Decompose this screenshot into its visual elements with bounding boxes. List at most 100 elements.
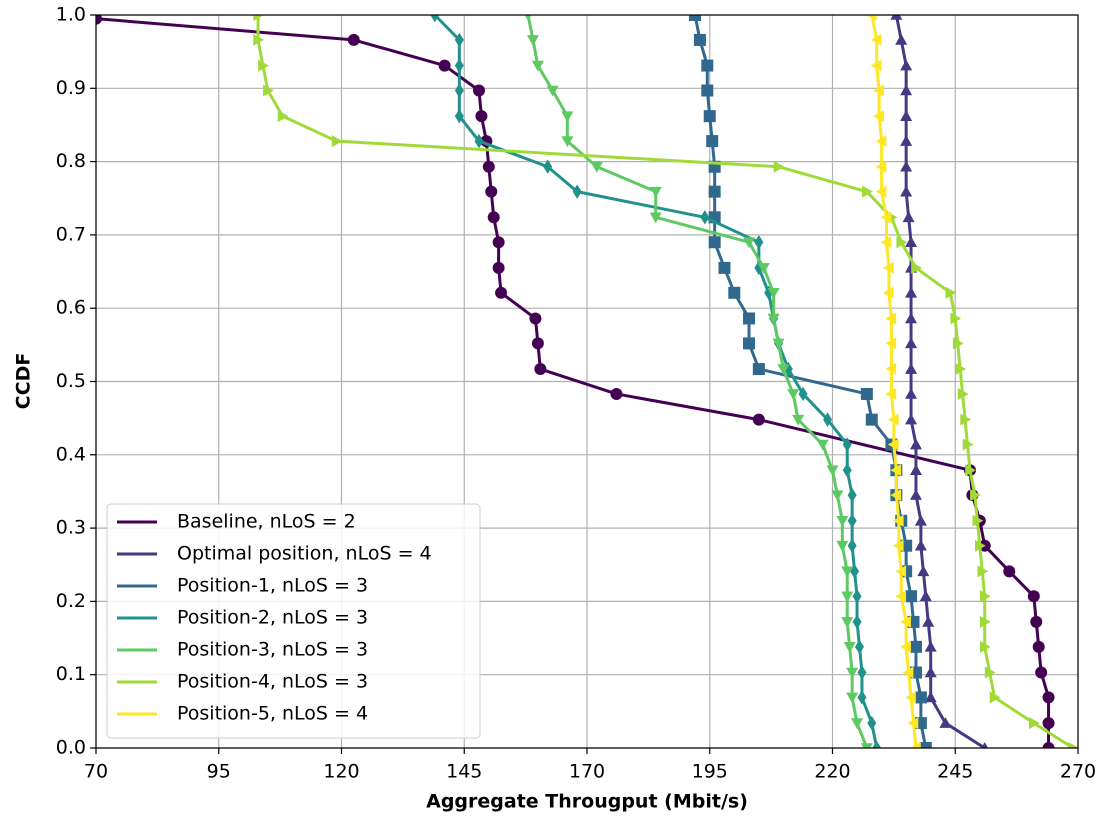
- marker: [860, 743, 873, 748]
- marker: [474, 133, 484, 149]
- marker: [743, 312, 756, 325]
- y-tick-label: 0.0: [56, 737, 86, 759]
- marker: [1029, 717, 1040, 730]
- marker: [875, 185, 887, 198]
- marker: [960, 413, 972, 426]
- marker: [524, 15, 532, 21]
- marker: [708, 185, 721, 198]
- y-tick-label: 0.1: [56, 663, 86, 685]
- marker: [975, 539, 986, 552]
- marker: [955, 363, 967, 376]
- marker: [700, 210, 710, 225]
- marker: [895, 33, 908, 45]
- marker: [875, 160, 887, 173]
- marker: [945, 286, 957, 299]
- marker: [728, 286, 741, 299]
- marker: [885, 312, 897, 325]
- marker: [885, 337, 897, 350]
- x-tick-label: 270: [1060, 761, 1096, 783]
- marker: [454, 108, 464, 124]
- marker: [917, 565, 930, 577]
- marker: [590, 161, 603, 173]
- marker: [885, 387, 897, 400]
- marker: [253, 33, 265, 46]
- marker: [882, 261, 894, 274]
- x-tick-label: 170: [569, 761, 605, 783]
- marker: [773, 160, 785, 173]
- marker: [972, 514, 984, 527]
- marker: [867, 715, 877, 731]
- series: [524, 15, 873, 748]
- y-tick-label: 0.4: [56, 443, 86, 465]
- y-tick-label: 0.8: [56, 150, 86, 172]
- marker: [914, 514, 927, 526]
- marker: [1068, 742, 1078, 748]
- marker: [492, 261, 505, 274]
- marker: [847, 487, 857, 503]
- marker: [263, 84, 274, 97]
- marker: [1042, 717, 1055, 730]
- marker: [911, 261, 922, 274]
- marker: [890, 489, 902, 502]
- marker: [787, 389, 800, 400]
- marker: [831, 490, 844, 502]
- marker: [862, 185, 873, 198]
- marker: [703, 110, 716, 123]
- marker: [984, 666, 996, 679]
- marker: [850, 564, 860, 579]
- marker: [905, 363, 918, 374]
- marker: [743, 237, 756, 249]
- plot-area: [96, 15, 1078, 748]
- legend-label: Position-3, nLoS = 3: [177, 639, 368, 661]
- x-axis-label: Aggregate Througput (Mbit/s): [426, 791, 748, 813]
- marker: [962, 438, 974, 451]
- marker: [752, 413, 765, 426]
- marker: [843, 642, 856, 653]
- marker: [870, 59, 882, 72]
- marker: [905, 312, 918, 324]
- marker: [880, 236, 892, 249]
- series: [253, 15, 1078, 748]
- marker: [485, 185, 498, 198]
- marker: [875, 135, 887, 148]
- marker: [454, 83, 464, 98]
- marker: [887, 413, 899, 426]
- legend-box: [106, 503, 481, 739]
- marker: [847, 513, 857, 528]
- marker: [902, 666, 914, 679]
- marker: [492, 236, 505, 249]
- marker: [852, 614, 862, 630]
- marker: [905, 337, 918, 349]
- marker: [919, 742, 932, 748]
- marker: [851, 718, 864, 730]
- marker: [526, 35, 539, 46]
- marker: [872, 740, 882, 748]
- marker: [939, 717, 952, 728]
- marker: [649, 186, 662, 198]
- marker: [900, 185, 913, 197]
- marker: [534, 363, 547, 376]
- marker: [649, 212, 662, 224]
- marker: [693, 33, 706, 46]
- marker: [852, 589, 862, 604]
- axes: 70 95 120 145 170 195 220 245 270 0.0 0.1 0.2 0.3 0.4…: [56, 4, 1096, 783]
- marker: [754, 235, 764, 250]
- marker: [706, 135, 719, 148]
- marker: [1035, 666, 1048, 679]
- marker: [701, 84, 714, 97]
- marker: [543, 159, 553, 174]
- marker: [957, 387, 969, 400]
- marker: [905, 590, 918, 603]
- marker: [475, 110, 488, 123]
- marker: [905, 286, 918, 298]
- marker: [979, 640, 991, 653]
- marker: [482, 160, 495, 173]
- y-tick-label: 0.6: [56, 297, 86, 319]
- marker: [979, 590, 991, 603]
- y-tick-label: 0.5: [56, 370, 86, 392]
- marker: [847, 538, 857, 553]
- marker: [846, 692, 859, 704]
- marker: [531, 60, 544, 72]
- marker: [331, 135, 343, 148]
